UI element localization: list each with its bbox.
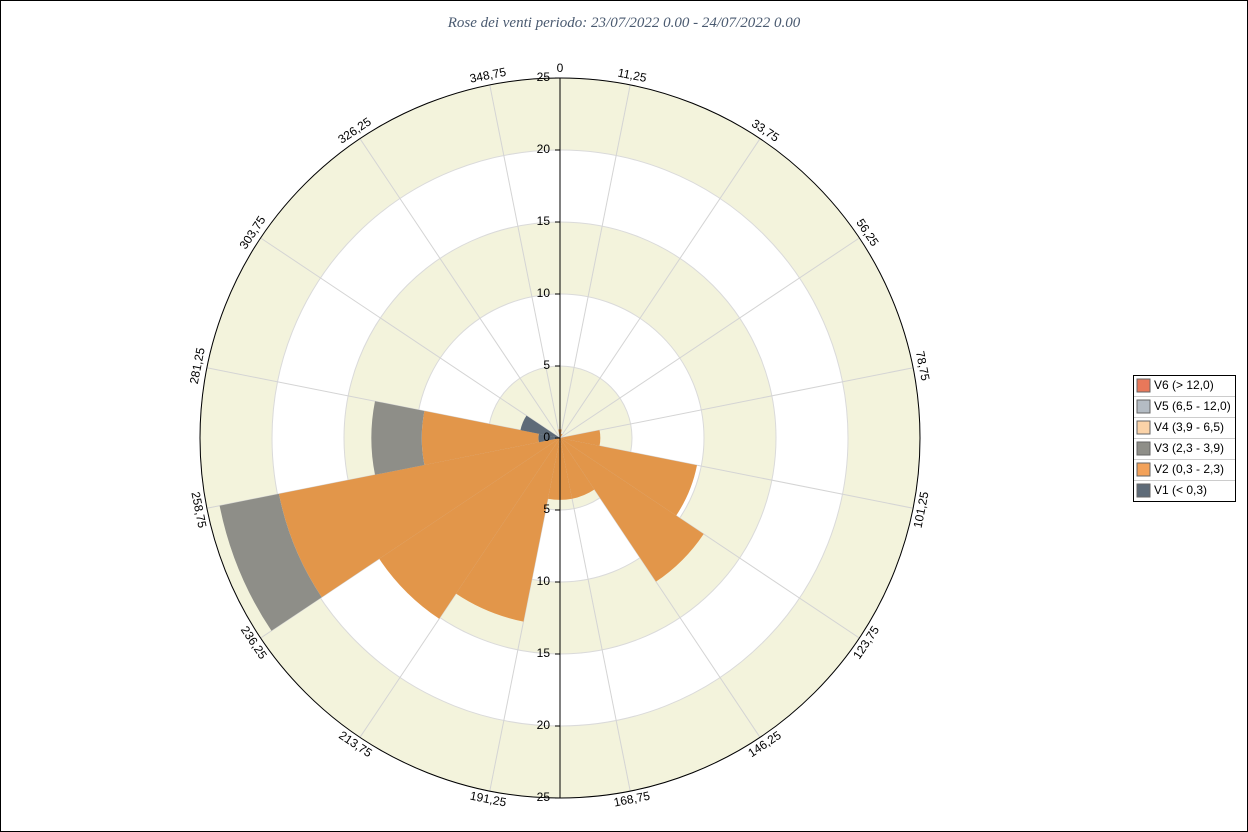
wedge [560,438,697,516]
radial-tick-label: 20 [537,718,551,732]
legend-swatch [1136,441,1151,456]
angle-grid-line [359,138,561,439]
wedge [455,438,560,622]
angle-grid-line [559,138,761,439]
wedge [560,433,563,438]
radial-tick-label: 5 [543,502,550,516]
legend-label: V3 (2,3 - 3,9) [1154,441,1224,455]
chart-title: Rose dei venti periodo: 23/07/2022 0.00 … [447,15,801,31]
radial-tick-label: 10 [537,574,551,588]
wedge [421,411,539,465]
angle-grid-line [559,237,860,439]
angle-grid-line [260,237,561,439]
wedge [371,401,425,475]
wedge [379,438,560,619]
wedge [278,438,560,598]
legend-label: V1 (< 0,3) [1154,483,1207,497]
angle-tick-label: 11,25 [616,66,648,85]
legend-label: V5 (6,5 - 12,0) [1154,399,1231,413]
wedge [219,493,322,631]
legend-label: V2 (0,3 - 2,3) [1154,462,1224,476]
legend: V6 (> 12,0) V5 (6,5 - 12,0) V4 (3,9 - 6,5)… [1133,375,1236,502]
wedge [560,438,595,499]
angle-grid-line [559,367,914,439]
radial-tick-label: 25 [537,790,551,804]
angle-tick-label: 0 [557,61,564,75]
radial-tick-label: 15 [537,214,551,228]
wedge [538,433,560,443]
angle-grid-line [489,84,561,439]
legend-swatch [1136,378,1151,393]
radial-tick-label: 15 [537,646,551,660]
wedge [560,430,601,446]
wedge [520,415,560,438]
wedge [560,438,704,582]
angle-grid-line [559,84,631,439]
wedges [219,401,704,631]
legend-swatch [1136,483,1151,498]
radial-tick-label: 10 [537,286,551,300]
legend-swatch [1136,399,1151,414]
angle-grid-line [559,437,914,509]
radial-tick-label: 20 [537,142,551,156]
radial-tick-label: 0 [543,430,550,444]
radial-tick-label: 5 [543,358,550,372]
legend-label: V4 (3,9 - 6,5) [1154,420,1224,434]
radial-tick-label: 25 [537,70,551,84]
angle-tick-label: 78,75 [913,350,933,383]
legend-swatch [1136,462,1151,477]
legend-label: V6 (> 12,0) [1154,378,1214,392]
legend-swatch [1136,420,1151,435]
